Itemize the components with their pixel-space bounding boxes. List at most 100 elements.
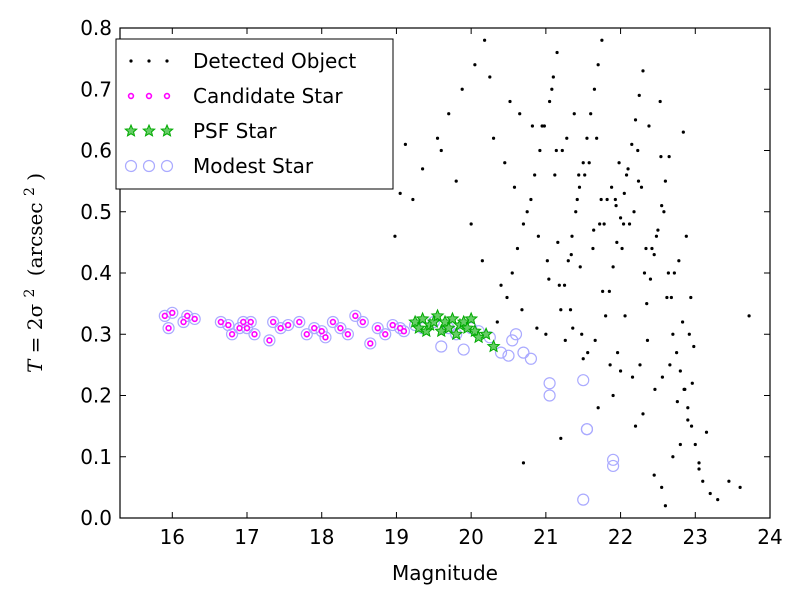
data-point bbox=[708, 491, 712, 496]
data-point bbox=[618, 369, 623, 373]
data-point bbox=[247, 318, 254, 326]
y-axis-label-sigma-exponent: 2 bbox=[22, 289, 38, 298]
data-point bbox=[520, 308, 524, 312]
data-point bbox=[188, 312, 201, 326]
data-point bbox=[586, 351, 590, 355]
data-point bbox=[482, 38, 487, 42]
data-point bbox=[555, 50, 559, 55]
data-point bbox=[181, 309, 194, 322]
data-point bbox=[293, 315, 306, 329]
data-point bbox=[382, 331, 389, 338]
data-point bbox=[439, 148, 443, 153]
data-point bbox=[574, 210, 578, 214]
data-point bbox=[624, 173, 629, 177]
data-point bbox=[654, 234, 659, 238]
x-tick-label: 21 bbox=[533, 525, 558, 549]
data-point bbox=[371, 322, 384, 335]
data-point bbox=[400, 327, 408, 335]
data-point bbox=[641, 412, 645, 416]
data-point bbox=[650, 246, 654, 251]
y-axis-label-equation: = 2σ bbox=[23, 304, 47, 354]
data-point bbox=[602, 222, 606, 226]
data-point bbox=[615, 240, 619, 244]
data-point bbox=[435, 136, 440, 140]
data-point bbox=[508, 99, 512, 104]
data-point bbox=[169, 309, 176, 317]
legend-items: Detected Object Candidate Star PSF Star Mod… bbox=[124, 49, 356, 178]
data-point bbox=[605, 197, 609, 202]
data-point bbox=[598, 222, 602, 226]
data-point bbox=[626, 167, 630, 171]
data-point bbox=[386, 318, 399, 332]
data-point bbox=[464, 311, 479, 325]
data-point bbox=[393, 234, 397, 238]
data-point bbox=[608, 363, 612, 367]
y-tick-label: 0.6 bbox=[80, 139, 112, 163]
y-tick-label: 0.4 bbox=[80, 261, 112, 285]
data-point bbox=[581, 161, 585, 165]
data-point bbox=[521, 222, 526, 226]
data-point bbox=[494, 346, 508, 359]
data-point bbox=[638, 363, 642, 367]
data-point bbox=[267, 315, 280, 329]
data-point bbox=[329, 318, 337, 326]
data-point bbox=[460, 87, 464, 91]
data-point bbox=[568, 308, 573, 312]
data-point bbox=[610, 185, 614, 189]
data-point bbox=[686, 418, 690, 422]
data-point bbox=[334, 322, 347, 335]
data-point bbox=[601, 289, 605, 293]
y-axis-label-unit: (arcsec bbox=[23, 202, 47, 276]
data-point bbox=[572, 112, 576, 116]
data-point bbox=[415, 311, 430, 325]
data-point bbox=[510, 271, 514, 275]
data-point bbox=[570, 234, 574, 238]
data-point bbox=[420, 167, 425, 171]
data-point bbox=[645, 302, 649, 306]
data-point bbox=[547, 99, 552, 104]
legend-item: PSF Star bbox=[124, 119, 277, 143]
legend-label: Modest Star bbox=[193, 154, 314, 178]
data-point bbox=[457, 343, 470, 356]
y-axis-label-unit-exponent: 2 bbox=[22, 187, 38, 196]
data-point bbox=[652, 473, 656, 477]
data-point bbox=[512, 185, 517, 189]
data-point bbox=[675, 351, 679, 355]
y-tick-label: 0.0 bbox=[80, 506, 112, 530]
series-candidate-star bbox=[161, 309, 408, 347]
data-point bbox=[671, 455, 675, 459]
data-point bbox=[326, 315, 340, 329]
data-point bbox=[738, 485, 742, 489]
data-point bbox=[367, 340, 374, 347]
data-point bbox=[515, 246, 520, 251]
data-point bbox=[480, 259, 484, 263]
y-tick-label: 0.5 bbox=[80, 200, 112, 224]
y-axis-label-symbol: T bbox=[23, 358, 47, 373]
x-tick-label: 16 bbox=[160, 525, 185, 549]
data-point bbox=[689, 424, 694, 428]
data-point bbox=[580, 423, 594, 436]
data-point bbox=[607, 459, 620, 473]
data-point bbox=[236, 324, 243, 332]
data-point bbox=[716, 498, 720, 502]
data-point bbox=[577, 173, 581, 177]
x-tick-label: 19 bbox=[384, 525, 409, 549]
data-point bbox=[642, 271, 647, 275]
data-point bbox=[556, 240, 560, 244]
data-point bbox=[690, 381, 694, 385]
data-point bbox=[645, 338, 650, 342]
data-point bbox=[521, 461, 526, 465]
data-point bbox=[686, 406, 690, 410]
data-point bbox=[593, 338, 597, 342]
data-point bbox=[660, 204, 664, 208]
data-point bbox=[359, 318, 367, 326]
data-point bbox=[263, 334, 276, 347]
data-point bbox=[658, 99, 662, 104]
data-point bbox=[545, 259, 549, 263]
data-point bbox=[543, 389, 556, 402]
data-point bbox=[592, 87, 597, 91]
legend-marker bbox=[124, 123, 138, 137]
data-point bbox=[284, 321, 292, 329]
data-point bbox=[678, 442, 682, 447]
data-point bbox=[337, 324, 344, 332]
